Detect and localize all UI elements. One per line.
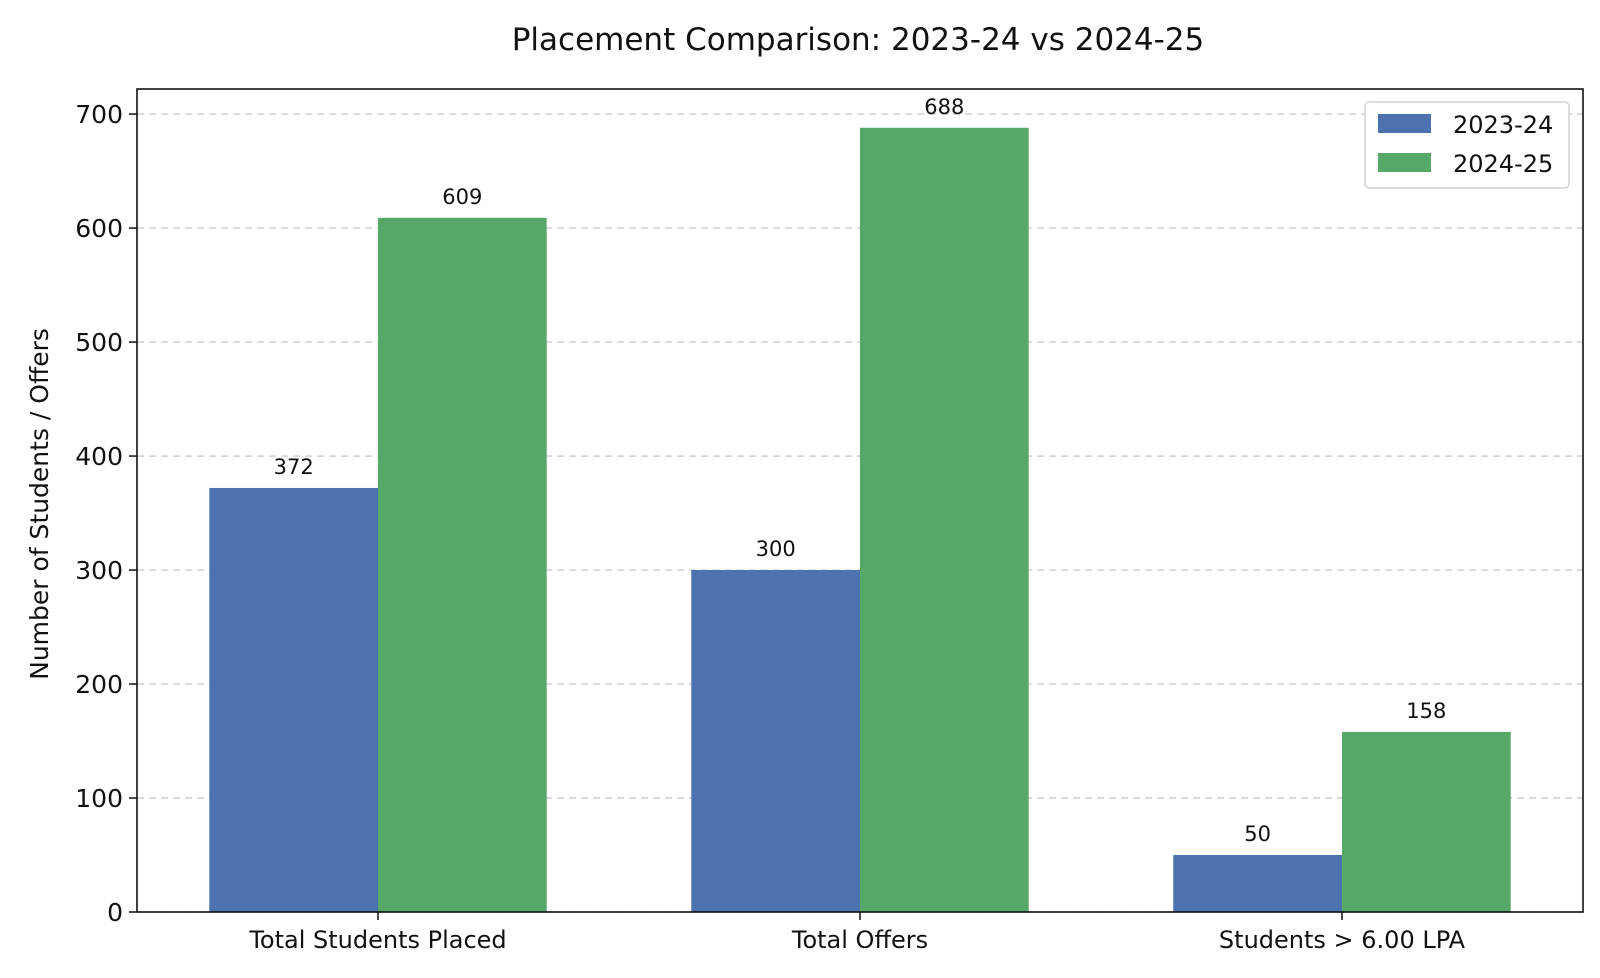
y-tick-label: 400	[75, 442, 123, 471]
bar	[209, 487, 378, 912]
bar	[378, 217, 547, 912]
legend-swatch	[1378, 153, 1431, 172]
bars	[209, 127, 1511, 913]
bar-value-label: 372	[274, 455, 314, 479]
bar	[691, 570, 860, 912]
data-labels: 372 609 300 688 50 158	[274, 95, 1447, 846]
x-tick-label: Total Students Placed	[248, 926, 506, 954]
x-tick-label: Students > 6.00 LPA	[1219, 926, 1466, 954]
y-tick-label: 500	[75, 328, 123, 357]
bar-value-label: 158	[1406, 699, 1446, 723]
bar	[1173, 855, 1342, 912]
y-tick-label: 700	[75, 100, 123, 129]
y-axis-label: Number of Students / Offers	[25, 328, 54, 680]
y-tick-label: 200	[75, 670, 123, 699]
y-tick-label: 300	[75, 556, 123, 585]
y-tick-label: 0	[107, 898, 123, 927]
bar-value-label: 50	[1244, 822, 1271, 846]
legend-swatch	[1378, 114, 1431, 133]
y-tick-label: 100	[75, 784, 123, 813]
chart-title: Placement Comparison: 2023-24 vs 2024-25	[512, 22, 1205, 58]
legend-label: 2024-25	[1453, 150, 1553, 178]
bar	[1342, 731, 1511, 912]
x-tick-label: Total Offers	[791, 926, 928, 954]
plot-frame	[136, 88, 1584, 913]
axes: 0 100 200 300 400 500 600 700 Total Students Pla…	[75, 88, 1584, 954]
legend: 2023-24 2024-25	[1364, 101, 1570, 189]
bar-value-label: 688	[924, 95, 964, 119]
legend-label: 2023-24	[1453, 111, 1553, 139]
bar	[860, 127, 1029, 913]
y-tick-label: 600	[75, 214, 123, 243]
bar-value-label: 609	[442, 185, 482, 209]
bar-value-label: 300	[756, 537, 796, 561]
